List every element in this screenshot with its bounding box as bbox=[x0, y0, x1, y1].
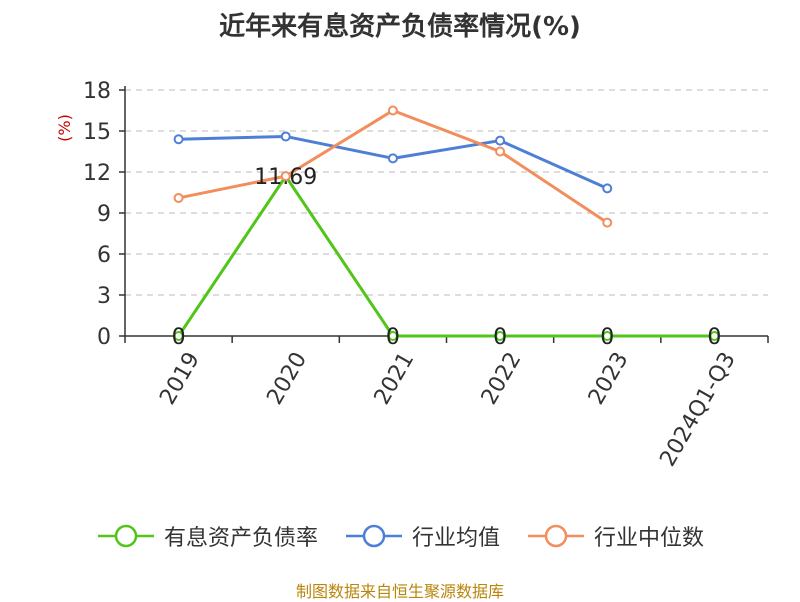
data-point bbox=[173, 192, 184, 203]
x-tick-label: 2024Q1-Q3 bbox=[655, 348, 740, 471]
legend: 有息资产负债率 行业均值 行业中位数 bbox=[0, 520, 800, 552]
legend-label: 有息资产负债率 bbox=[163, 526, 318, 551]
legend-label: 行业中位数 bbox=[594, 526, 705, 551]
y-tick-label: 15 bbox=[83, 120, 111, 145]
data-labels: 0 11.69 0 0 0 0 bbox=[172, 165, 722, 350]
data-label: 0 bbox=[707, 325, 721, 350]
data-point bbox=[709, 331, 720, 341]
axes: 0 3 6 9 12 15 18 (%) 2019 2020 2021 2022 2023 2024Q1-… bbox=[55, 79, 769, 471]
y-tick-label: 0 bbox=[97, 325, 111, 350]
data-point bbox=[387, 331, 398, 341]
legend-item[interactable]: 有息资产负债率 bbox=[96, 520, 318, 552]
data-label: 0 bbox=[172, 325, 186, 350]
x-tick-label: 2023 bbox=[584, 348, 634, 409]
x-tick-label: 2022 bbox=[477, 348, 527, 409]
series-line bbox=[178, 109, 609, 224]
data-point bbox=[495, 331, 506, 341]
data-point bbox=[495, 135, 506, 146]
legend-item[interactable]: 行业中位数 bbox=[526, 520, 704, 552]
data-label: 0 bbox=[386, 325, 400, 350]
series-line bbox=[177, 174, 715, 338]
data-point bbox=[602, 331, 613, 341]
data-label: 0 bbox=[493, 325, 507, 350]
series-lines bbox=[173, 105, 720, 341]
data-label: 11.69 bbox=[254, 165, 317, 190]
data-point bbox=[173, 331, 184, 341]
y-tick-label: 6 bbox=[97, 243, 111, 268]
data-point bbox=[387, 153, 398, 164]
grid-lines bbox=[125, 89, 768, 296]
data-point bbox=[602, 217, 613, 228]
legend-item[interactable]: 行业均值 bbox=[344, 520, 500, 552]
data-point bbox=[280, 171, 291, 182]
legend-marker-icon bbox=[345, 524, 402, 548]
data-point bbox=[495, 146, 506, 157]
y-axis-label: (%) bbox=[55, 114, 74, 142]
legend-marker-icon bbox=[528, 524, 584, 548]
x-tick-label: 2019 bbox=[155, 348, 205, 409]
y-tick-label: 9 bbox=[97, 202, 111, 227]
data-point bbox=[602, 183, 613, 194]
y-tick-label: 18 bbox=[83, 79, 111, 104]
data-label: 0 bbox=[600, 325, 614, 350]
data-point bbox=[173, 134, 184, 145]
y-tick-label: 12 bbox=[83, 161, 111, 186]
x-tick-label: 2020 bbox=[262, 348, 312, 409]
y-tick-label: 3 bbox=[97, 284, 111, 309]
chart-title: 近年来有息资产负债率情况(%) bbox=[219, 12, 581, 42]
legend-label: 行业均值 bbox=[411, 526, 500, 551]
data-point bbox=[280, 131, 291, 142]
x-tick-label: 2021 bbox=[370, 348, 420, 409]
legend-marker-icon bbox=[97, 524, 154, 548]
data-point bbox=[387, 105, 398, 116]
source-note: 制图数据来自恒生聚源数据库 bbox=[295, 582, 504, 601]
